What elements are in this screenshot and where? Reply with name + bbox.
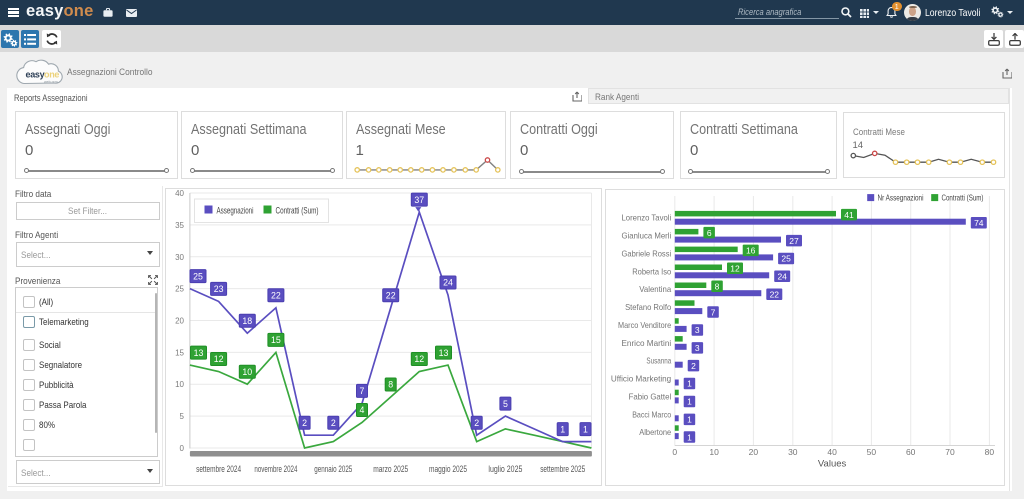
svg-text:8: 8 [388, 380, 393, 390]
svg-text:18: 18 [242, 316, 252, 326]
svg-text:13: 13 [193, 348, 203, 358]
svg-text:13: 13 [438, 348, 448, 358]
svg-text:Contratti (Sum): Contratti (Sum) [941, 193, 983, 203]
svg-text:35: 35 [175, 221, 184, 230]
svg-text:settembre 2024: settembre 2024 [196, 464, 241, 474]
svg-text:Assegnazioni: Assegnazioni [216, 206, 253, 216]
svg-text:Bacci Marco: Bacci Marco [632, 409, 671, 419]
svg-text:7: 7 [710, 307, 715, 317]
svg-text:Gianluca Merli: Gianluca Merli [621, 231, 671, 241]
svg-text:Enrico Martini: Enrico Martini [621, 338, 671, 348]
svg-text:0: 0 [179, 444, 184, 453]
svg-text:7: 7 [359, 386, 364, 396]
svg-text:2: 2 [330, 418, 335, 428]
svg-text:22: 22 [271, 291, 281, 301]
svg-text:Lorenzo Tavoli: Lorenzo Tavoli [621, 213, 671, 223]
svg-text:2: 2 [302, 418, 307, 428]
svg-text:Gabriele Rossi: Gabriele Rossi [621, 248, 671, 258]
svg-text:70: 70 [945, 447, 955, 457]
svg-text:27: 27 [789, 236, 799, 246]
svg-text:5: 5 [179, 412, 184, 421]
svg-text:one: one [44, 70, 59, 80]
svg-text:50: 50 [866, 447, 876, 457]
svg-text:40: 40 [175, 189, 184, 198]
svg-text:Valentina: Valentina [639, 284, 671, 294]
svg-text:24: 24 [443, 278, 453, 288]
svg-text:5: 5 [502, 399, 507, 409]
svg-text:12: 12 [730, 264, 740, 274]
svg-text:20: 20 [748, 447, 758, 457]
svg-text:30: 30 [175, 253, 184, 262]
svg-text:gennaio 2025: gennaio 2025 [314, 464, 352, 474]
svg-text:1: 1 [583, 424, 588, 434]
svg-text:2: 2 [691, 361, 696, 371]
svg-text:10: 10 [242, 367, 252, 377]
svg-text:2: 2 [474, 418, 479, 428]
svg-text:25: 25 [193, 271, 203, 281]
svg-text:maggio 2025: maggio 2025 [429, 464, 467, 474]
svg-text:1: 1 [687, 415, 692, 425]
svg-text:23: 23 [213, 284, 223, 294]
svg-text:4: 4 [359, 405, 364, 415]
svg-text:marzo 2025: marzo 2025 [373, 464, 408, 474]
svg-text:Values: Values [817, 459, 846, 470]
svg-text:10: 10 [709, 447, 719, 457]
svg-text:20: 20 [175, 317, 184, 326]
svg-text:Nr Assegnazioni: Nr Assegnazioni [877, 193, 923, 203]
svg-text:24: 24 [777, 272, 787, 282]
svg-text:1: 1 [687, 379, 692, 389]
svg-text:Albertone: Albertone [639, 427, 671, 437]
svg-text:Roberta Iso: Roberta Iso [632, 266, 671, 276]
svg-text:40: 40 [827, 447, 837, 457]
svg-text:novembre 2024: novembre 2024 [254, 464, 297, 474]
svg-text:settembre 2025: settembre 2025 [540, 464, 585, 474]
svg-text:Ufficio Marketing: Ufficio Marketing [610, 374, 671, 384]
svg-text:Fabio Gattel: Fabio Gattel [628, 391, 671, 401]
svg-text:Contratti (Sum): Contratti (Sum) [275, 206, 318, 216]
svg-text:luglio 2025: luglio 2025 [488, 464, 522, 474]
svg-text:15: 15 [175, 348, 184, 357]
svg-text:25: 25 [781, 254, 791, 264]
svg-text:1: 1 [687, 397, 692, 407]
svg-text:6: 6 [706, 228, 711, 238]
svg-text:12: 12 [213, 354, 223, 364]
svg-text:80: 80 [984, 447, 994, 457]
svg-text:30: 30 [788, 447, 798, 457]
svg-text:16: 16 [745, 246, 755, 256]
svg-text:0: 0 [672, 447, 677, 457]
svg-text:41: 41 [844, 210, 854, 220]
svg-text:12: 12 [414, 354, 424, 364]
svg-text:15: 15 [271, 335, 281, 345]
svg-text:3: 3 [694, 325, 699, 335]
svg-text:8: 8 [714, 281, 719, 291]
svg-text:74: 74 [974, 218, 984, 228]
svg-text:web crm: web crm [44, 80, 58, 84]
svg-text:60: 60 [905, 447, 915, 457]
svg-text:Susanna: Susanna [646, 356, 671, 366]
svg-text:Marco Venditore: Marco Venditore [618, 320, 671, 330]
svg-text:25: 25 [175, 285, 184, 294]
svg-text:easy: easy [26, 70, 45, 80]
svg-text:10: 10 [175, 380, 184, 389]
svg-text:3: 3 [694, 343, 699, 353]
svg-text:22: 22 [769, 289, 779, 299]
svg-text:Stefano Rolfo: Stefano Rolfo [625, 302, 671, 312]
svg-text:1: 1 [687, 432, 692, 442]
svg-text:1: 1 [560, 424, 565, 434]
svg-text:37: 37 [414, 195, 424, 205]
svg-text:22: 22 [385, 291, 395, 301]
